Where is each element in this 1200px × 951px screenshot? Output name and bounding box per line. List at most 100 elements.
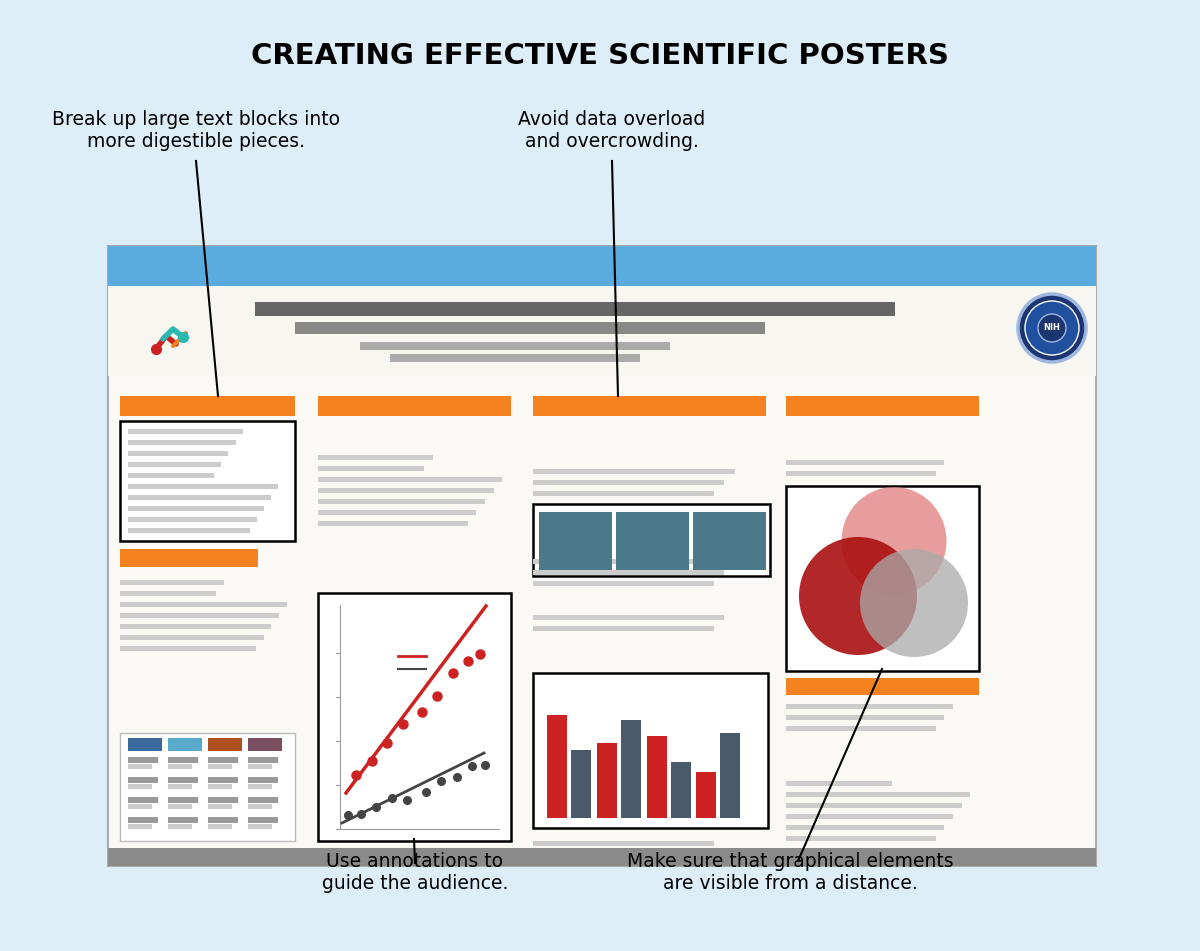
Bar xyxy=(694,512,766,570)
Bar xyxy=(208,764,232,769)
Bar xyxy=(533,480,724,485)
Bar xyxy=(533,559,734,564)
Ellipse shape xyxy=(799,537,917,655)
Bar xyxy=(318,593,511,841)
Bar xyxy=(318,466,424,471)
Text: Avoid data overload
and overcrowding.: Avoid data overload and overcrowding. xyxy=(518,110,706,151)
Bar xyxy=(318,477,503,482)
Text: Make sure that graphical elements
are visible from a distance.: Make sure that graphical elements are vi… xyxy=(626,852,953,893)
Bar xyxy=(533,626,714,631)
Bar xyxy=(360,342,670,350)
Bar xyxy=(720,733,740,818)
Bar xyxy=(168,797,198,803)
Bar xyxy=(208,817,238,823)
Bar xyxy=(533,504,770,576)
Circle shape xyxy=(1018,294,1086,362)
Bar xyxy=(168,804,192,809)
Bar xyxy=(256,302,895,316)
Bar xyxy=(539,512,612,570)
Bar xyxy=(533,396,766,416)
Bar xyxy=(128,528,250,533)
Bar xyxy=(295,322,766,334)
Bar xyxy=(533,841,714,846)
Bar xyxy=(622,720,641,818)
Bar xyxy=(318,396,511,416)
Bar xyxy=(248,738,282,751)
Bar xyxy=(128,484,278,489)
Text: CREATING EFFECTIVE SCIENTIFIC POSTERS: CREATING EFFECTIVE SCIENTIFIC POSTERS xyxy=(251,42,949,70)
Bar xyxy=(533,570,724,575)
Bar xyxy=(786,678,979,695)
Bar xyxy=(786,825,944,830)
Ellipse shape xyxy=(860,549,968,657)
Bar xyxy=(128,506,264,511)
Bar xyxy=(120,624,271,629)
Bar xyxy=(128,757,158,763)
Circle shape xyxy=(1025,301,1079,355)
Bar xyxy=(533,581,714,586)
Bar xyxy=(108,246,1096,866)
Bar xyxy=(248,757,278,763)
Bar xyxy=(128,797,158,803)
Bar xyxy=(533,469,734,474)
Bar xyxy=(390,354,640,362)
Bar xyxy=(168,764,192,769)
Bar xyxy=(168,784,192,789)
Bar xyxy=(128,777,158,783)
Bar xyxy=(786,781,892,786)
Bar xyxy=(120,635,264,640)
Bar xyxy=(128,473,215,478)
Bar xyxy=(128,429,242,434)
Bar xyxy=(120,591,216,596)
Bar xyxy=(108,286,1096,376)
Bar xyxy=(671,762,691,818)
Bar xyxy=(786,715,944,720)
Bar xyxy=(108,848,1096,866)
Bar xyxy=(120,549,258,567)
Bar xyxy=(208,784,232,789)
Bar xyxy=(248,804,272,809)
Bar xyxy=(168,757,198,763)
Circle shape xyxy=(1038,314,1066,342)
Bar xyxy=(120,396,295,416)
Bar xyxy=(696,772,716,818)
Bar xyxy=(208,757,238,763)
Bar xyxy=(128,462,222,467)
Text: NIH: NIH xyxy=(1044,323,1061,333)
Bar xyxy=(786,486,979,671)
Bar xyxy=(647,736,667,818)
Bar xyxy=(128,804,152,809)
Bar xyxy=(533,615,724,620)
Bar xyxy=(120,646,256,651)
Bar xyxy=(128,764,152,769)
Bar xyxy=(786,836,936,841)
Bar xyxy=(128,495,271,500)
Bar xyxy=(248,784,272,789)
Bar xyxy=(208,738,242,751)
Bar xyxy=(533,491,714,496)
Bar xyxy=(168,777,198,783)
Bar xyxy=(318,455,433,460)
Bar xyxy=(120,733,295,841)
Bar xyxy=(108,246,1096,286)
Bar xyxy=(208,797,238,803)
Bar xyxy=(786,803,961,808)
Bar xyxy=(786,726,936,731)
Bar xyxy=(248,824,272,829)
Bar xyxy=(248,764,272,769)
Bar xyxy=(786,460,944,465)
Bar xyxy=(208,777,238,783)
Bar xyxy=(786,792,971,797)
Bar xyxy=(128,824,152,829)
Bar xyxy=(248,777,278,783)
Bar xyxy=(547,715,568,818)
Bar xyxy=(208,804,232,809)
Bar xyxy=(318,521,468,526)
Bar xyxy=(120,421,295,541)
Bar xyxy=(128,440,235,445)
Bar xyxy=(168,817,198,823)
Bar xyxy=(120,613,280,618)
Bar xyxy=(120,580,224,585)
Bar xyxy=(786,704,953,709)
Bar xyxy=(208,824,232,829)
